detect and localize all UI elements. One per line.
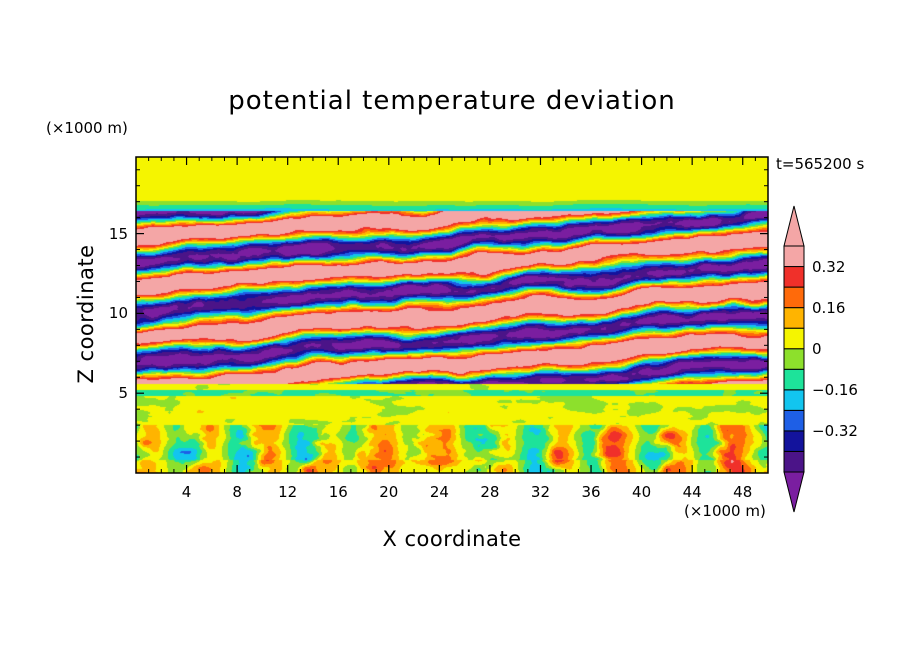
colorbar-tick-label: 0: [812, 339, 822, 358]
colorbar-box: [783, 368, 805, 391]
x-axis-label: X coordinate: [382, 527, 522, 551]
y-tick-label: 15: [108, 224, 128, 243]
colorbar-box: [783, 266, 805, 288]
colorbar-box: [783, 286, 805, 309]
colorbar-box: [783, 307, 805, 329]
y-tick-label: 10: [108, 304, 128, 323]
colorbar-box: [783, 430, 805, 452]
colorbar-tick-label: 0.32: [812, 257, 846, 276]
colorbar-box: [783, 450, 805, 473]
colorbar-box: [783, 389, 805, 411]
colorbar-min-triangle: [783, 471, 805, 513]
x-tick-label: 48: [733, 483, 753, 501]
x-tick-label: 24: [429, 483, 449, 501]
x-tick-label: 4: [181, 483, 192, 501]
x-tick-label: 12: [278, 483, 298, 501]
x-tick-label: 8: [232, 483, 242, 501]
x-tick-label: 32: [530, 483, 551, 501]
chart-title: potential temperature deviation: [228, 86, 676, 116]
x-tick-label: 44: [682, 483, 702, 501]
colorbar-tick-label: 0.16: [812, 298, 846, 317]
x-tick-label: 20: [379, 483, 399, 501]
colorbar-box: [783, 409, 805, 432]
colorbar-tick-label: −0.16: [812, 380, 858, 399]
colorbar-box: [783, 245, 805, 268]
time-label: t=565200 s: [776, 155, 865, 173]
y-axis-unit: (×1000 m): [46, 119, 128, 137]
x-tick-label: 28: [480, 483, 500, 501]
colorbar-box: [783, 348, 805, 370]
y-tick-label: 5: [118, 384, 128, 403]
x-tick-label: 40: [632, 483, 652, 501]
colorbar-tick-label: −0.32: [812, 421, 858, 440]
x-tick-label: 16: [328, 483, 348, 501]
heatmap-field: [136, 157, 768, 473]
x-axis-unit: (×1000 m): [684, 502, 766, 520]
colorbar-max-triangle: [783, 205, 805, 247]
colorbar-box: [783, 327, 805, 350]
x-tick-label: 36: [581, 483, 601, 501]
